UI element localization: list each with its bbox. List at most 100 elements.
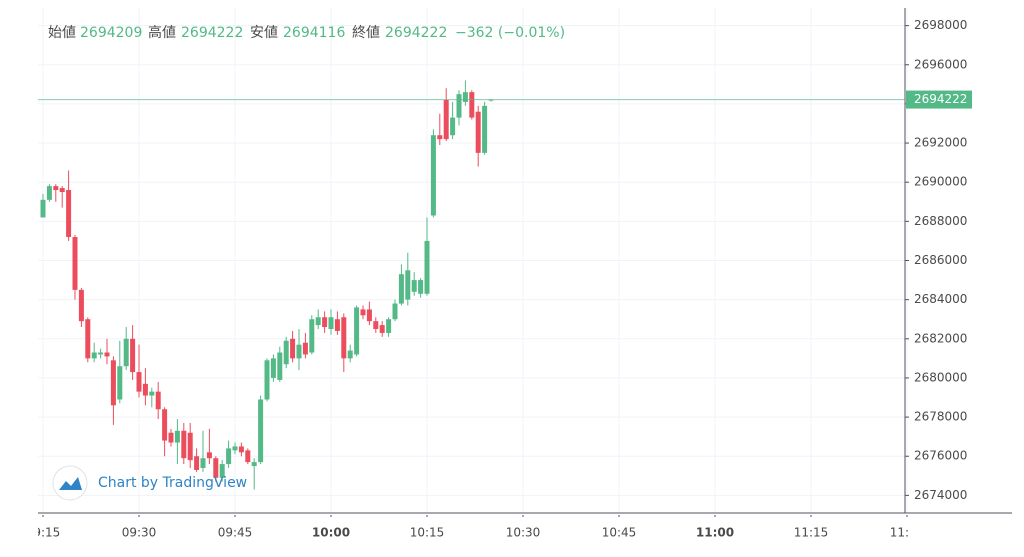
x-tick-label: 10:15 (410, 526, 445, 540)
candle-body (142, 383, 148, 396)
candle-body (270, 358, 276, 378)
candle-body (232, 446, 238, 451)
candle-body (226, 448, 232, 465)
candle-body (418, 280, 424, 294)
candle-body (110, 360, 116, 406)
y-tick-label: 2690000 (914, 175, 967, 189)
y-tick-label: 2676000 (914, 449, 967, 463)
candle-body (379, 325, 385, 333)
y-tick-label: 2684000 (914, 292, 967, 306)
candle-body (155, 391, 161, 410)
candle-body (482, 105, 488, 153)
watermark-logo (52, 465, 88, 501)
y-tick-label: 2678000 (914, 410, 967, 424)
candles (40, 80, 494, 490)
open-value: 2694209 (80, 25, 142, 41)
candle-body (130, 338, 136, 373)
watermark: Chart by TradingView (52, 465, 247, 501)
candle-body (296, 344, 302, 359)
candle-body (181, 430, 187, 459)
candle-body (245, 450, 251, 463)
candle-body (398, 274, 404, 304)
candle-body (424, 240, 430, 294)
candle-body (72, 237, 78, 290)
candle-body (462, 92, 468, 102)
last-price-label: 2694222 (914, 92, 967, 106)
candle-body (98, 352, 104, 355)
low-label: 安値 (250, 25, 278, 41)
candle-body (469, 92, 475, 118)
candle-body (200, 458, 206, 468)
candle-body (386, 319, 392, 333)
candle-body (309, 319, 315, 353)
candle-body (475, 111, 481, 153)
candle-body (136, 372, 142, 392)
candle-body (174, 430, 180, 443)
candle-body (450, 117, 456, 136)
y-tick-label: 2682000 (914, 331, 967, 345)
watermark-text: Chart by TradingView (98, 475, 247, 491)
candle-body (78, 289, 84, 322)
candle-body (405, 270, 411, 300)
candle-body (392, 303, 398, 320)
candle-body (430, 135, 436, 216)
close-value: 2694222 (385, 25, 447, 41)
candle-body (251, 462, 257, 467)
candle-body (328, 317, 334, 330)
candle-body (187, 432, 193, 461)
candle-body (334, 319, 340, 331)
y-tick-label: 2692000 (914, 136, 967, 150)
x-tick-label: 09:30 (122, 526, 157, 540)
change: −362 (−0.01%) (455, 25, 565, 41)
candle-body (40, 199, 46, 218)
high-value: 2694222 (181, 25, 243, 41)
candle-body (277, 352, 283, 380)
candle-body (149, 391, 155, 396)
candle-body (290, 338, 296, 359)
candle-body (373, 321, 379, 330)
close-label: 終値 (352, 25, 380, 41)
candle-body (456, 94, 462, 118)
candle-body (302, 342, 308, 355)
candle-body (117, 366, 123, 400)
candle-body (66, 190, 72, 238)
last-price-box (906, 90, 972, 109)
x-tick-label: 11:00 (696, 526, 734, 540)
x-tick-label: 10:45 (602, 526, 637, 540)
candle-body (85, 319, 91, 359)
candle-body (258, 399, 264, 463)
candle-body (443, 99, 449, 140)
high-label: 高値 (148, 24, 176, 41)
x-tick-label: 11:30 (890, 526, 925, 540)
last-price: 2694222 (38, 90, 972, 109)
candle-body (91, 352, 97, 359)
candle-body (360, 309, 366, 316)
candle-body (213, 458, 219, 478)
candle-body (315, 317, 321, 326)
candle-body (411, 280, 417, 292)
candle-body (59, 188, 65, 192)
candle-body (322, 317, 328, 328)
x-tick-label: 09:45 (218, 526, 253, 540)
candle-body (366, 309, 372, 322)
y-tick-label: 2688000 (914, 214, 967, 228)
y-axis: 2674000 2676000 2678000 2680000 2682000 26840… (905, 18, 967, 502)
y-tick-label: 2698000 (914, 18, 967, 32)
candle-body (194, 456, 200, 470)
low-value: 2694116 (283, 25, 345, 41)
candle-body (283, 340, 289, 365)
y-tick-label: 2680000 (914, 370, 967, 384)
candle-body (437, 135, 443, 140)
candle-body (206, 452, 212, 459)
candle-body (264, 360, 270, 400)
candle-body (238, 446, 244, 453)
y-tick-label: 2696000 (914, 57, 967, 71)
candle-body (46, 186, 52, 200)
y-tick-label: 2674000 (914, 488, 967, 502)
x-tick-label: 10:30 (506, 526, 541, 540)
open-label: 始値 (48, 25, 76, 41)
candle-body (162, 409, 168, 441)
candle-body (53, 186, 59, 191)
candle-body (168, 432, 174, 443)
